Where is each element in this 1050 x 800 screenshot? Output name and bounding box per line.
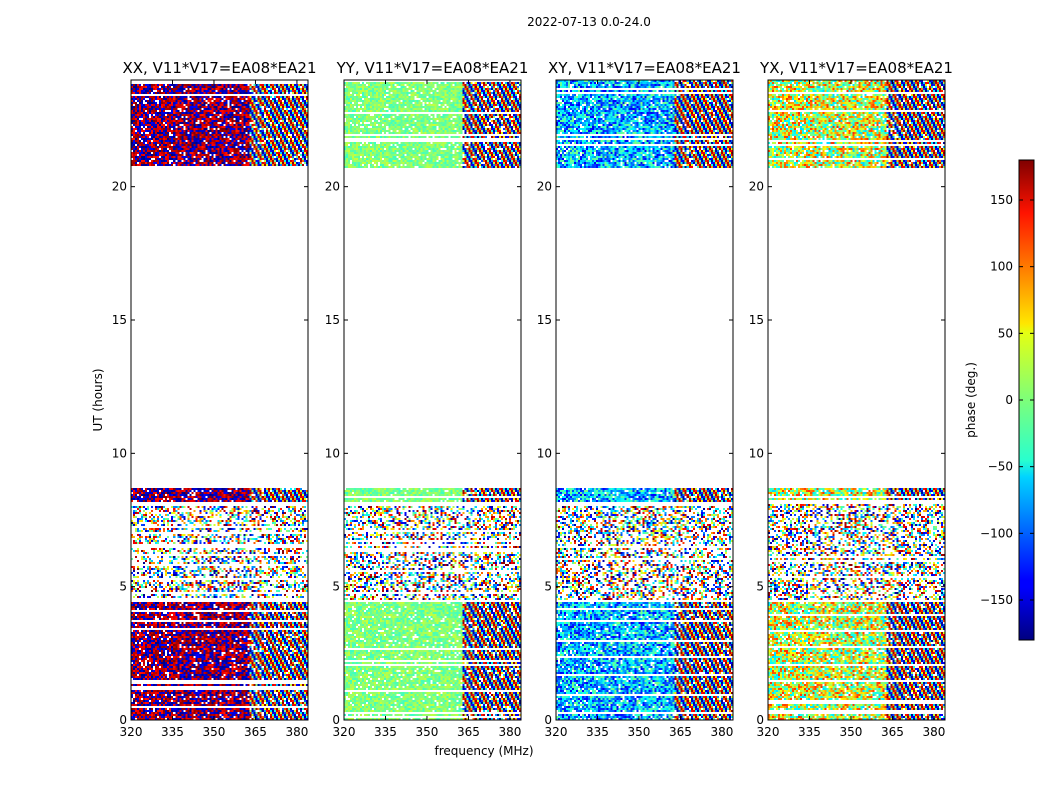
panel-2: XY, V11*V17=EA08*EA21 320 335 350 365 380 0 5 10… xyxy=(537,59,741,739)
colorbar-tick-label: −150 xyxy=(980,593,1013,607)
y-tick-label: 10 xyxy=(537,446,552,460)
colorbar-tick-label: 50 xyxy=(998,326,1013,340)
y-tick-label: 5 xyxy=(756,580,764,594)
panel-title: YX, V11*V17=EA08*EA21 xyxy=(759,59,953,77)
x-tick-label: 350 xyxy=(628,725,651,739)
x-tick-label: 380 xyxy=(710,725,733,739)
plot-frame xyxy=(555,79,734,721)
colorbar-tick-label: 100 xyxy=(990,260,1013,274)
x-tick-label: 365 xyxy=(881,725,904,739)
colorbar: −150 −100 −50 0 50 100 150 phase (deg.) xyxy=(964,159,1035,641)
x-axis-label: frequency (MHz) xyxy=(434,744,533,758)
x-tick-label: 335 xyxy=(374,725,397,739)
panel-0: XX, V11*V17=EA08*EA21 320 335 350 365 380 0 5 10… xyxy=(112,59,317,739)
heatmap-image xyxy=(344,80,521,720)
heatmap-image xyxy=(768,80,945,720)
colorbar-tick-label: −100 xyxy=(980,526,1013,540)
y-axis-label: UT (hours) xyxy=(91,368,105,431)
y-tick-label: 5 xyxy=(332,580,340,594)
y-tick-label: 0 xyxy=(544,713,552,727)
heatmap-image xyxy=(131,80,308,720)
panel-1: YY, V11*V17=EA08*EA21 320 335 350 365 380 0 5 10… xyxy=(325,59,529,739)
x-tick-label: 320 xyxy=(757,725,780,739)
y-tick-label: 20 xyxy=(749,180,764,194)
colorbar-tick-label: −50 xyxy=(988,460,1013,474)
y-tick-label: 0 xyxy=(756,713,764,727)
x-tick-label: 380 xyxy=(285,725,308,739)
x-tick-label: 320 xyxy=(120,725,143,739)
y-tick-label: 10 xyxy=(749,446,764,460)
x-tick-label: 365 xyxy=(457,725,480,739)
heatmap-image xyxy=(556,80,733,720)
plot-frame xyxy=(767,79,946,721)
panel-title: XY, V11*V17=EA08*EA21 xyxy=(548,59,741,77)
x-tick-label: 335 xyxy=(586,725,609,739)
y-tick-label: 15 xyxy=(749,313,764,327)
y-tick-label: 5 xyxy=(544,580,552,594)
panel-title: YY, V11*V17=EA08*EA21 xyxy=(336,59,529,77)
x-tick-label: 335 xyxy=(798,725,821,739)
x-tick-label: 320 xyxy=(545,725,568,739)
plot-frame xyxy=(130,79,309,721)
y-tick-label: 0 xyxy=(119,713,127,727)
y-tick-label: 5 xyxy=(119,580,127,594)
x-tick-label: 380 xyxy=(498,725,521,739)
x-tick-label: 365 xyxy=(244,725,267,739)
x-tick-label: 350 xyxy=(840,725,863,739)
y-tick-label: 10 xyxy=(112,446,127,460)
figure-title: 2022-07-13 0.0-24.0 xyxy=(527,15,651,29)
y-tick-label: 10 xyxy=(325,446,340,460)
y-tick-label: 15 xyxy=(537,313,552,327)
y-tick-label: 0 xyxy=(332,713,340,727)
colorbar-tick-label: 0 xyxy=(1005,393,1013,407)
panel-3: YX, V11*V17=EA08*EA21 320 335 350 365 380 0 5 10… xyxy=(749,59,953,739)
colorbar-tick-label: 150 xyxy=(990,193,1013,207)
plot-frame xyxy=(343,79,522,721)
y-tick-label: 20 xyxy=(325,180,340,194)
x-tick-label: 320 xyxy=(333,725,356,739)
y-tick-label: 20 xyxy=(112,180,127,194)
colorbar-label: phase (deg.) xyxy=(964,362,978,438)
x-tick-label: 350 xyxy=(416,725,439,739)
x-tick-label: 350 xyxy=(203,725,226,739)
y-tick-label: 20 xyxy=(537,180,552,194)
x-tick-label: 335 xyxy=(161,725,184,739)
panel-title: XX, V11*V17=EA08*EA21 xyxy=(122,59,316,77)
y-tick-label: 15 xyxy=(325,313,340,327)
x-tick-label: 380 xyxy=(922,725,945,739)
x-tick-label: 365 xyxy=(669,725,692,739)
y-tick-label: 15 xyxy=(112,313,127,327)
